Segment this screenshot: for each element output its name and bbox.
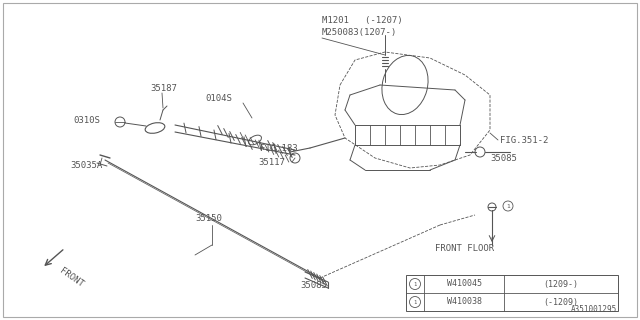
Bar — [406, 275, 618, 311]
Text: FRONT FLOOR: FRONT FLOOR — [435, 244, 494, 252]
Text: 35085: 35085 — [300, 282, 327, 291]
Text: 35187: 35187 — [150, 84, 177, 92]
Text: M1201   (-1207): M1201 (-1207) — [322, 15, 403, 25]
Text: 35150: 35150 — [195, 213, 222, 222]
Text: 1: 1 — [506, 204, 510, 209]
Text: M250083(1207-): M250083(1207-) — [322, 28, 397, 36]
Text: FRONT: FRONT — [58, 267, 85, 289]
Text: 35035A: 35035A — [70, 161, 102, 170]
Text: 35117: 35117 — [258, 157, 285, 166]
Text: 0310S: 0310S — [73, 116, 100, 124]
Text: W410038: W410038 — [447, 298, 481, 307]
Text: 1: 1 — [413, 282, 417, 286]
Text: A351001295: A351001295 — [571, 305, 617, 314]
Text: W410045: W410045 — [447, 279, 481, 289]
Text: FIG.351-2: FIG.351-2 — [500, 135, 548, 145]
Text: 1: 1 — [413, 300, 417, 305]
Text: 0104S: 0104S — [205, 93, 232, 102]
Text: (1209-): (1209-) — [543, 279, 579, 289]
Text: (-1209): (-1209) — [543, 298, 579, 307]
Text: 35085: 35085 — [490, 154, 517, 163]
Text: FIG.183: FIG.183 — [260, 143, 298, 153]
